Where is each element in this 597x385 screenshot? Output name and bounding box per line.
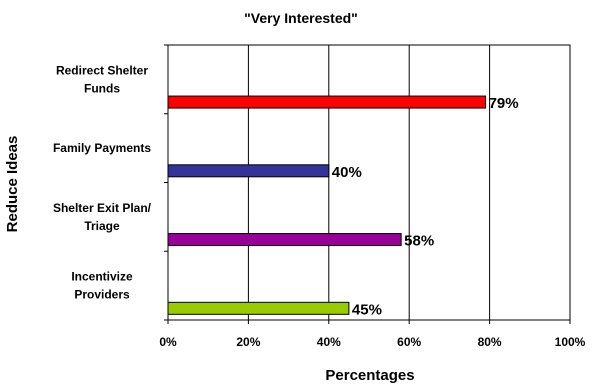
bar bbox=[167, 164, 330, 178]
x-tick-label: 80% bbox=[478, 335, 502, 349]
chart-title: "Very Interested" bbox=[244, 10, 358, 26]
category-label: Incentivize Providers bbox=[71, 270, 133, 302]
category-label: Shelter Exit Plan/Triage bbox=[53, 201, 152, 233]
plot-border bbox=[167, 44, 571, 321]
x-tick-label: 40% bbox=[317, 335, 341, 349]
data-label: 40% bbox=[332, 164, 362, 181]
category-label: Redirect Shelter Funds bbox=[56, 63, 148, 95]
x-tick-labels: 0% 20% 40% 60% 80% 100% bbox=[159, 335, 585, 349]
x-axis-title: Percentages bbox=[325, 367, 414, 384]
y-axis-title: Reduce Ideas bbox=[4, 136, 21, 233]
bar bbox=[167, 301, 350, 315]
bar bbox=[167, 95, 487, 109]
plot-area bbox=[164, 44, 571, 321]
category-label: Family Payments bbox=[53, 141, 151, 155]
x-tick-label: 100% bbox=[555, 335, 586, 349]
gridlines bbox=[167, 45, 571, 324]
data-label: 45% bbox=[352, 301, 382, 318]
category-labels: Redirect Shelter Funds Family Payments Shel… bbox=[53, 63, 152, 301]
x-tick-label: 60% bbox=[397, 335, 421, 349]
x-tick-label: 20% bbox=[236, 335, 260, 349]
bars bbox=[167, 95, 487, 315]
x-tick-label: 0% bbox=[159, 335, 177, 349]
data-labels: 79% 40% 58% 45% bbox=[332, 95, 519, 318]
data-label: 58% bbox=[404, 233, 434, 250]
data-label: 79% bbox=[489, 95, 519, 112]
bar bbox=[167, 233, 402, 247]
